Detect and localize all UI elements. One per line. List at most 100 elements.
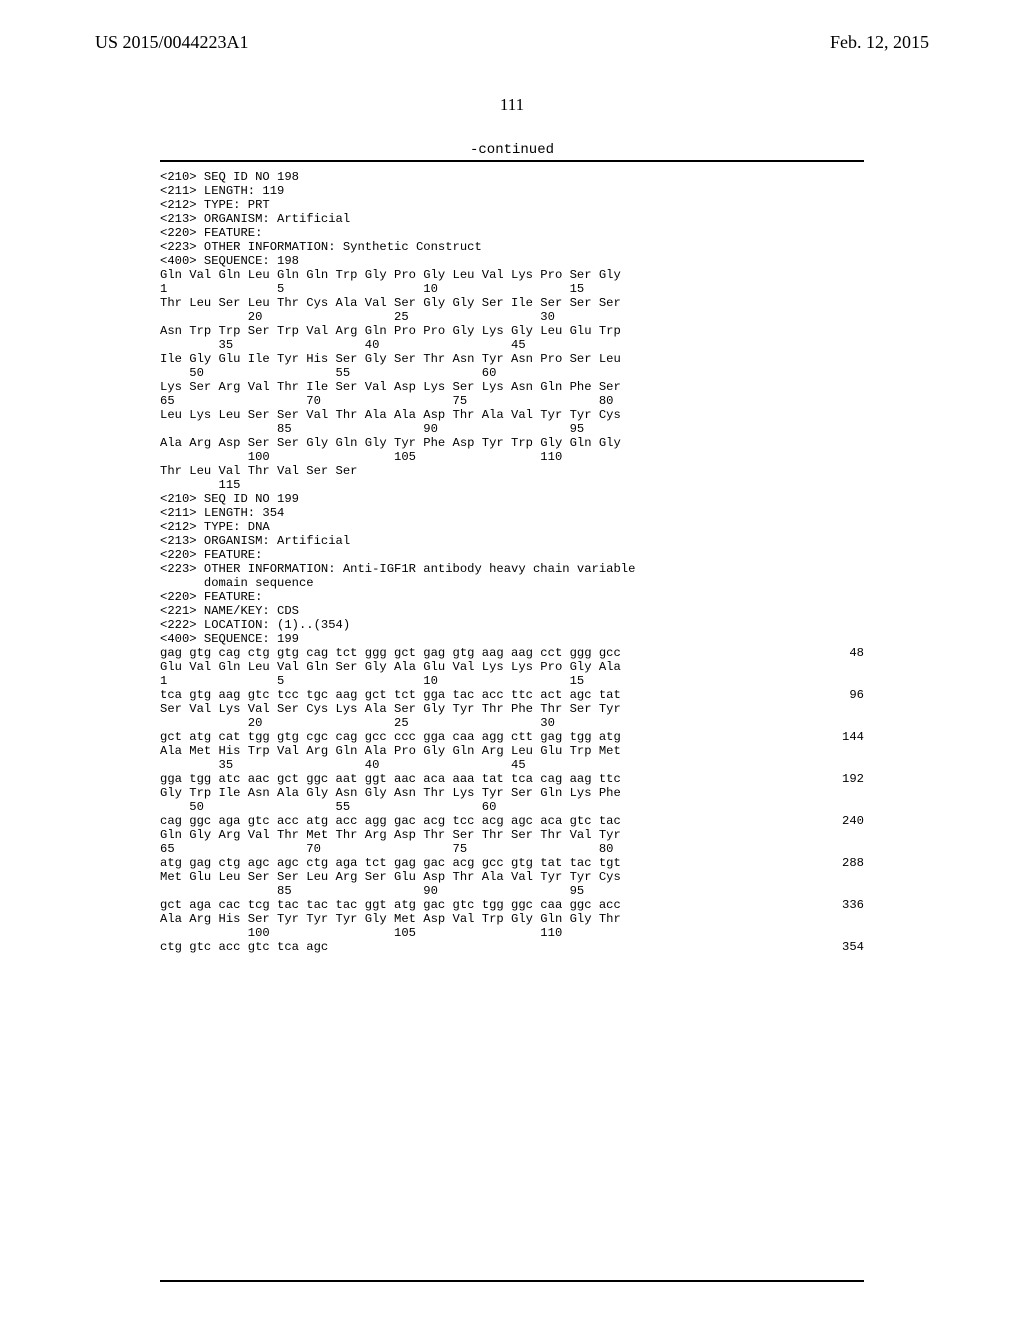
sequence-text: Ala Arg Asp Ser Ser Gly Gln Gly Tyr Phe …: [160, 436, 621, 450]
sequence-row: <400> SEQUENCE: 199: [160, 632, 864, 646]
sequence-text: tca gtg aag gtc tcc tgc aag gct tct gga …: [160, 688, 621, 702]
sequence-text: 20 25 30: [160, 310, 555, 324]
sequence-position: 48: [849, 646, 864, 660]
sequence-text: 1 5 10 15: [160, 674, 584, 688]
sequence-position: 192: [842, 772, 864, 786]
sequence-text: <223> OTHER INFORMATION: Synthetic Const…: [160, 240, 482, 254]
sequence-text: <213> ORGANISM: Artificial: [160, 212, 350, 226]
sequence-position: 144: [842, 730, 864, 744]
sequence-row: <211> LENGTH: 354: [160, 506, 864, 520]
sequence-row: <221> NAME/KEY: CDS: [160, 604, 864, 618]
sequence-text: Glu Val Gln Leu Val Gln Ser Gly Ala Glu …: [160, 660, 621, 674]
horizontal-rule-top: [160, 160, 864, 162]
sequence-row: gag gtg cag ctg gtg cag tct ggg gct gag …: [160, 646, 864, 660]
sequence-row: 20 25 30: [160, 310, 864, 324]
page-number: 111: [0, 95, 1024, 115]
sequence-row: atg gag ctg agc agc ctg aga tct gag gac …: [160, 856, 864, 870]
sequence-text: 65 70 75 80: [160, 842, 613, 856]
sequence-text: <220> FEATURE:: [160, 590, 262, 604]
page: US 2015/0044223A1 Feb. 12, 2015 111 -con…: [0, 0, 1024, 1320]
sequence-row: Glu Val Gln Leu Val Gln Ser Gly Ala Glu …: [160, 660, 864, 674]
sequence-row: <212> TYPE: PRT: [160, 198, 864, 212]
sequence-text: Thr Leu Ser Leu Thr Cys Ala Val Ser Gly …: [160, 296, 621, 310]
sequence-row: tca gtg aag gtc tcc tgc aag gct tct gga …: [160, 688, 864, 702]
sequence-text: cag ggc aga gtc acc atg acc agg gac acg …: [160, 814, 621, 828]
sequence-row: Gln Gly Arg Val Thr Met Thr Arg Asp Thr …: [160, 828, 864, 842]
sequence-text: 50 55 60: [160, 366, 496, 380]
sequence-row: ctg gtc acc gtc tca agc 354: [160, 940, 864, 954]
sequence-row: <223> OTHER INFORMATION: Synthetic Const…: [160, 240, 864, 254]
publication-date: Feb. 12, 2015: [830, 32, 929, 53]
sequence-text: <213> ORGANISM: Artificial: [160, 534, 350, 548]
sequence-row: 65 70 75 80: [160, 842, 864, 856]
sequence-text: gct aga cac tcg tac tac tac ggt atg gac …: [160, 898, 621, 912]
sequence-text: Lys Ser Arg Val Thr Ile Ser Val Asp Lys …: [160, 380, 621, 394]
sequence-position: 288: [842, 856, 864, 870]
sequence-row: Gln Val Gln Leu Gln Gln Trp Gly Pro Gly …: [160, 268, 864, 282]
sequence-text: 20 25 30: [160, 716, 555, 730]
sequence-row: domain sequence: [160, 576, 864, 590]
sequence-text: <212> TYPE: DNA: [160, 520, 270, 534]
sequence-listing: <210> SEQ ID NO 198<211> LENGTH: 119<212…: [160, 170, 864, 954]
sequence-row: 85 90 95: [160, 422, 864, 436]
sequence-row: <220> FEATURE:: [160, 226, 864, 240]
sequence-text: Thr Leu Val Thr Val Ser Ser: [160, 464, 357, 478]
sequence-text: gag gtg cag ctg gtg cag tct ggg gct gag …: [160, 646, 621, 660]
sequence-row: <222> LOCATION: (1)..(354): [160, 618, 864, 632]
sequence-row: <220> FEATURE:: [160, 590, 864, 604]
sequence-text: <210> SEQ ID NO 199: [160, 492, 299, 506]
horizontal-rule-bottom: [160, 1280, 864, 1282]
sequence-row: 65 70 75 80: [160, 394, 864, 408]
sequence-text: <220> FEATURE:: [160, 226, 262, 240]
sequence-text: 50 55 60: [160, 800, 496, 814]
sequence-row: Ala Arg Asp Ser Ser Gly Gln Gly Tyr Phe …: [160, 436, 864, 450]
sequence-row: Met Glu Leu Ser Ser Leu Arg Ser Glu Asp …: [160, 870, 864, 884]
sequence-row: Asn Trp Trp Ser Trp Val Arg Gln Pro Pro …: [160, 324, 864, 338]
sequence-row: 100 105 110: [160, 450, 864, 464]
sequence-text: Ile Gly Glu Ile Tyr His Ser Gly Ser Thr …: [160, 352, 621, 366]
sequence-row: <400> SEQUENCE: 198: [160, 254, 864, 268]
sequence-text: <211> LENGTH: 354: [160, 506, 284, 520]
sequence-text: ctg gtc acc gtc tca agc: [160, 940, 328, 954]
sequence-row: gga tgg atc aac gct ggc aat ggt aac aca …: [160, 772, 864, 786]
sequence-text: Ala Met His Trp Val Arg Gln Ala Pro Gly …: [160, 744, 621, 758]
sequence-position: 354: [842, 940, 864, 954]
sequence-text: <400> SEQUENCE: 198: [160, 254, 299, 268]
sequence-text: <222> LOCATION: (1)..(354): [160, 618, 350, 632]
sequence-row: <210> SEQ ID NO 199: [160, 492, 864, 506]
sequence-text: 85 90 95: [160, 422, 584, 436]
sequence-text: Gln Val Gln Leu Gln Gln Trp Gly Pro Gly …: [160, 268, 621, 282]
sequence-row: Ser Val Lys Val Ser Cys Lys Ala Ser Gly …: [160, 702, 864, 716]
sequence-position: 96: [849, 688, 864, 702]
sequence-text: gga tgg atc aac gct ggc aat ggt aac aca …: [160, 772, 621, 786]
sequence-text: <400> SEQUENCE: 199: [160, 632, 299, 646]
sequence-text: <210> SEQ ID NO 198: [160, 170, 299, 184]
sequence-row: Thr Leu Val Thr Val Ser Ser: [160, 464, 864, 478]
sequence-text: <211> LENGTH: 119: [160, 184, 284, 198]
sequence-text: Gln Gly Arg Val Thr Met Thr Arg Asp Thr …: [160, 828, 621, 842]
sequence-row: 115: [160, 478, 864, 492]
sequence-text: 115: [160, 478, 240, 492]
sequence-row: <213> ORGANISM: Artificial: [160, 534, 864, 548]
sequence-row: Leu Lys Leu Ser Ser Val Thr Ala Ala Asp …: [160, 408, 864, 422]
sequence-text: 35 40 45: [160, 758, 526, 772]
sequence-text: <212> TYPE: PRT: [160, 198, 270, 212]
sequence-text: 85 90 95: [160, 884, 584, 898]
sequence-text: 65 70 75 80: [160, 394, 613, 408]
sequence-text: Ser Val Lys Val Ser Cys Lys Ala Ser Gly …: [160, 702, 621, 716]
sequence-row: 100 105 110: [160, 926, 864, 940]
sequence-text: 35 40 45: [160, 338, 526, 352]
sequence-text: 1 5 10 15: [160, 282, 584, 296]
sequence-text: Met Glu Leu Ser Ser Leu Arg Ser Glu Asp …: [160, 870, 621, 884]
sequence-text: domain sequence: [160, 576, 314, 590]
sequence-position: 240: [842, 814, 864, 828]
sequence-row: <220> FEATURE:: [160, 548, 864, 562]
sequence-text: 100 105 110: [160, 926, 562, 940]
sequence-text: Asn Trp Trp Ser Trp Val Arg Gln Pro Pro …: [160, 324, 621, 338]
sequence-text: 100 105 110: [160, 450, 562, 464]
sequence-text: Leu Lys Leu Ser Ser Val Thr Ala Ala Asp …: [160, 408, 621, 422]
sequence-row: <223> OTHER INFORMATION: Anti-IGF1R anti…: [160, 562, 864, 576]
sequence-text: <221> NAME/KEY: CDS: [160, 604, 299, 618]
publication-id: US 2015/0044223A1: [95, 32, 249, 53]
sequence-row: 85 90 95: [160, 884, 864, 898]
